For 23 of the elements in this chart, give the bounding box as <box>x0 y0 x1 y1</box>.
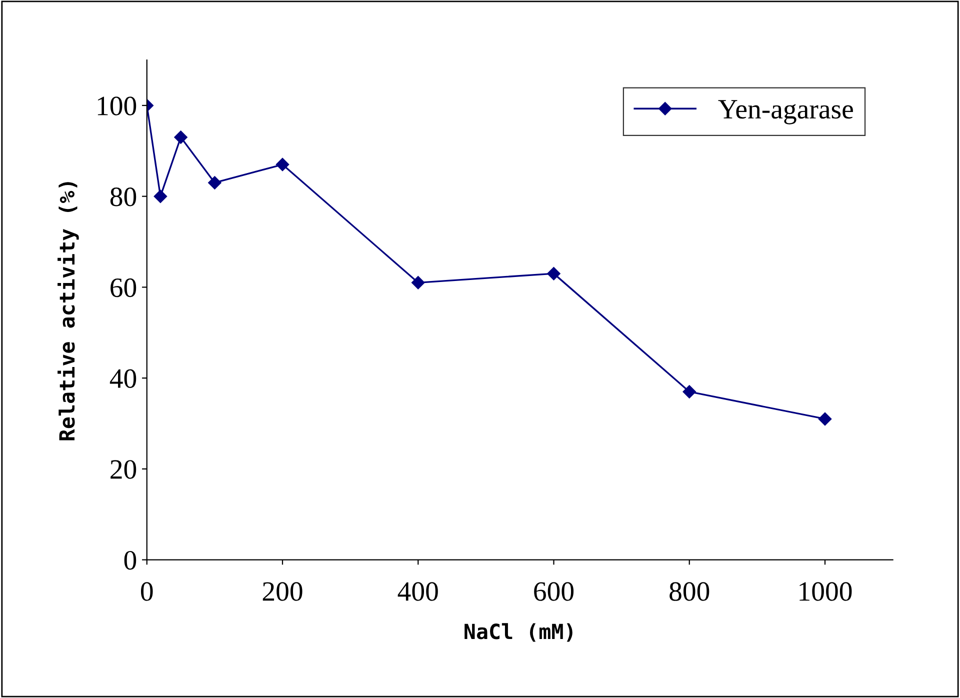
y-tick-label: 80 <box>110 187 136 206</box>
x-tick-label: 200 <box>262 582 302 601</box>
y-tick-label: 60 <box>110 278 136 298</box>
x-tick-label: 0 <box>140 582 153 601</box>
point <box>412 276 425 290</box>
x-tick-label: 800 <box>670 582 710 601</box>
point <box>682 385 696 398</box>
x-tick-label: 400 <box>398 582 438 601</box>
point <box>818 412 832 426</box>
y-axis-title: Relative activity (%) <box>58 182 79 440</box>
y-tick-label: 40 <box>110 369 136 388</box>
y-tick-label: 100 <box>98 96 136 116</box>
point <box>174 130 188 144</box>
y-tick-label: 20 <box>110 460 136 479</box>
x-tick-label: 600 <box>534 582 574 601</box>
point <box>154 190 168 203</box>
x-tick-label: 1000 <box>800 582 852 601</box>
x-axis-title: NaCl (mM) <box>464 623 572 642</box>
legend-label: Yen-agarase <box>718 100 853 124</box>
point <box>276 158 290 172</box>
y-tick-label: 0 <box>124 550 136 570</box>
point <box>208 176 222 190</box>
point <box>547 266 560 280</box>
